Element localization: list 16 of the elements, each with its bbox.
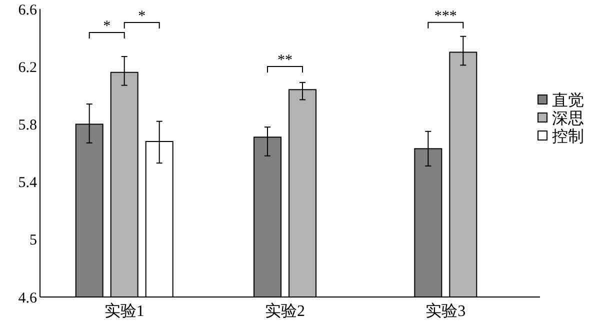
legend-label: 深思 [552, 110, 584, 128]
y-tick-label: 6.6 [18, 2, 38, 18]
y-tick-label: 5 [30, 232, 37, 249]
y-tick-label: 4.6 [18, 290, 38, 306]
y-tick-label: 5.8 [18, 117, 37, 134]
legend-label: 控制 [552, 128, 584, 146]
annotation: * [103, 18, 111, 35]
legend-label: 直觉 [552, 92, 584, 110]
y-tick-label: 6.2 [18, 60, 37, 76]
annotation: * [138, 8, 146, 25]
y-tick-label: 5.4 [18, 175, 38, 192]
annotation: ** [278, 52, 292, 68]
x-tick-label: 实验3 [426, 302, 466, 320]
annotation: *** [434, 8, 457, 24]
x-tick-label: 实验2 [265, 302, 305, 320]
x-tick-label: 实验1 [104, 302, 144, 320]
